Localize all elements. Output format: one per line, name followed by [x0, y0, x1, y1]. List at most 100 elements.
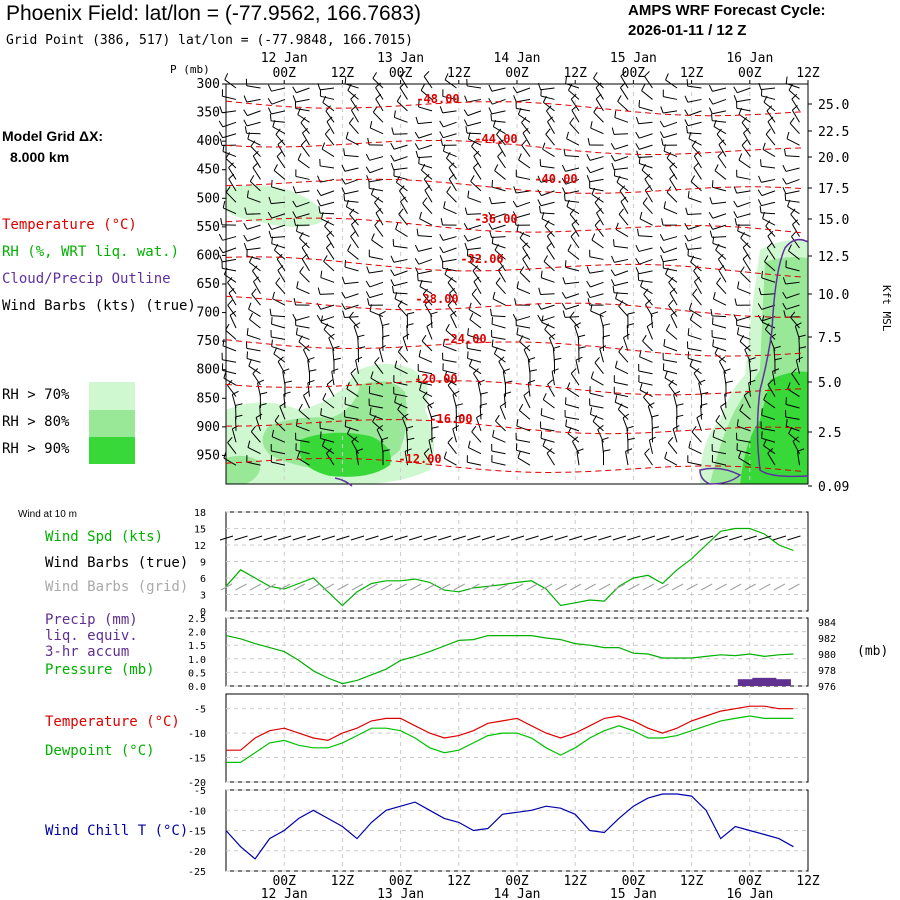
wind-barb-flag — [784, 148, 787, 156]
wind-barb-flag — [414, 244, 419, 252]
wind-barb-flag — [561, 177, 567, 185]
wind-barb — [406, 325, 408, 340]
wind-barb-flag — [590, 371, 594, 379]
wind-barb — [418, 270, 433, 275]
wind-barb-flag — [517, 451, 521, 459]
wind-barb-flag — [519, 232, 525, 239]
height-tick: 20.0 — [818, 151, 849, 166]
wind-barb-flag — [788, 83, 793, 91]
wind-barb-flag — [540, 408, 543, 416]
wind-barb-flag — [595, 82, 602, 88]
wind-barb-flag — [328, 333, 335, 339]
wind-barb-flag — [370, 187, 375, 195]
wind-barb-flag — [709, 230, 713, 238]
wind-barb — [737, 333, 751, 340]
wind-barb-flag — [271, 429, 275, 437]
wind-barb-flag — [591, 233, 596, 241]
bottom-date-label: 12 Jan — [261, 887, 308, 900]
wind-barb-flag — [618, 208, 624, 215]
bottom-date-label: 14 Jan — [494, 887, 541, 900]
surface-wind-barb — [656, 535, 670, 541]
wind-barb — [375, 87, 384, 100]
wind-barb — [765, 133, 776, 146]
wind-barb-flag — [415, 116, 419, 124]
wind-barb — [418, 356, 433, 363]
pressure-tick: 700 — [197, 306, 220, 321]
wind-barb — [687, 85, 702, 89]
wind-barb-flag — [668, 299, 674, 306]
wind-barb-flag — [400, 196, 407, 202]
wind-barb-flag — [272, 120, 276, 128]
wind-barb — [399, 75, 408, 89]
wind-barb — [491, 461, 506, 466]
wind-barb-flag — [293, 218, 296, 226]
wind-barb — [323, 261, 335, 272]
wind-barb — [767, 384, 776, 397]
wind-barb-flag — [712, 339, 715, 347]
wind-barb-flag — [620, 70, 627, 77]
wind-barb-flag — [326, 379, 333, 385]
wind-barb-flag — [644, 185, 651, 191]
wind-barb — [271, 186, 286, 192]
wind-barb — [519, 272, 531, 283]
wind-barb-flag — [774, 357, 782, 361]
wind-barb-flag — [542, 95, 547, 103]
wind-barb — [498, 144, 506, 157]
wind-barb — [593, 111, 604, 123]
wind-barb-flag — [602, 334, 610, 338]
wind-barb — [565, 403, 580, 409]
wind-barb — [393, 245, 408, 249]
wind-barb-flag — [406, 425, 414, 429]
wind-barb-flag — [708, 211, 714, 219]
pressure-tick: 750 — [197, 334, 220, 349]
wind-barb-flag — [277, 356, 284, 362]
wind-barb-flag — [610, 269, 616, 276]
surface-wind-barb — [423, 535, 437, 541]
wind-barb — [761, 190, 776, 197]
wind-barb — [739, 410, 751, 420]
wind-barb — [355, 451, 359, 466]
wind-barb-flag — [440, 218, 443, 226]
wind-barb — [344, 403, 359, 409]
wind-barb-flag — [382, 334, 390, 338]
wind-barb — [567, 433, 580, 443]
wind-barb — [644, 76, 653, 89]
wind-barb-flag — [766, 105, 773, 112]
wind-barb — [613, 133, 629, 135]
wind-barb-flag — [467, 328, 469, 336]
wind-barb-flag — [547, 116, 554, 122]
wind-barb-flag — [444, 73, 449, 81]
surface-wind-barb-grid — [759, 583, 771, 591]
wind-barb-flag — [690, 175, 695, 182]
wind-barb — [222, 151, 237, 158]
wind-barb-flag — [494, 164, 499, 171]
wind-barb-flag — [565, 419, 568, 427]
wind-barb — [551, 371, 555, 386]
wind-barb-flag — [467, 190, 470, 198]
wind-barb — [589, 256, 604, 260]
wind-barb-flag — [251, 288, 257, 295]
wind-barb-flag — [641, 163, 646, 171]
wind-barb-flag — [470, 175, 475, 182]
wind-barb — [228, 292, 237, 306]
wind-barb-flag — [569, 117, 575, 124]
wind-barb-flag — [448, 173, 455, 180]
wind-barb-flag — [635, 143, 640, 150]
wind-barb-flag — [767, 448, 774, 454]
wind-barb — [761, 165, 776, 169]
wind-barb — [712, 110, 727, 115]
wind-barb-flag — [763, 95, 768, 103]
wind-barb — [228, 167, 237, 180]
wind-barb-flag — [642, 334, 647, 342]
wind-barb — [369, 156, 384, 161]
wind-barb — [663, 236, 678, 241]
wind-barb — [492, 345, 506, 352]
wind-barb — [614, 393, 629, 398]
wind-barb — [712, 323, 727, 329]
wind-barb — [470, 181, 482, 192]
wind-barb — [442, 133, 457, 139]
wind-barb — [422, 294, 433, 306]
wind-barb — [523, 395, 531, 409]
wind-barb-flag — [562, 187, 566, 195]
wind-barb — [222, 133, 237, 139]
